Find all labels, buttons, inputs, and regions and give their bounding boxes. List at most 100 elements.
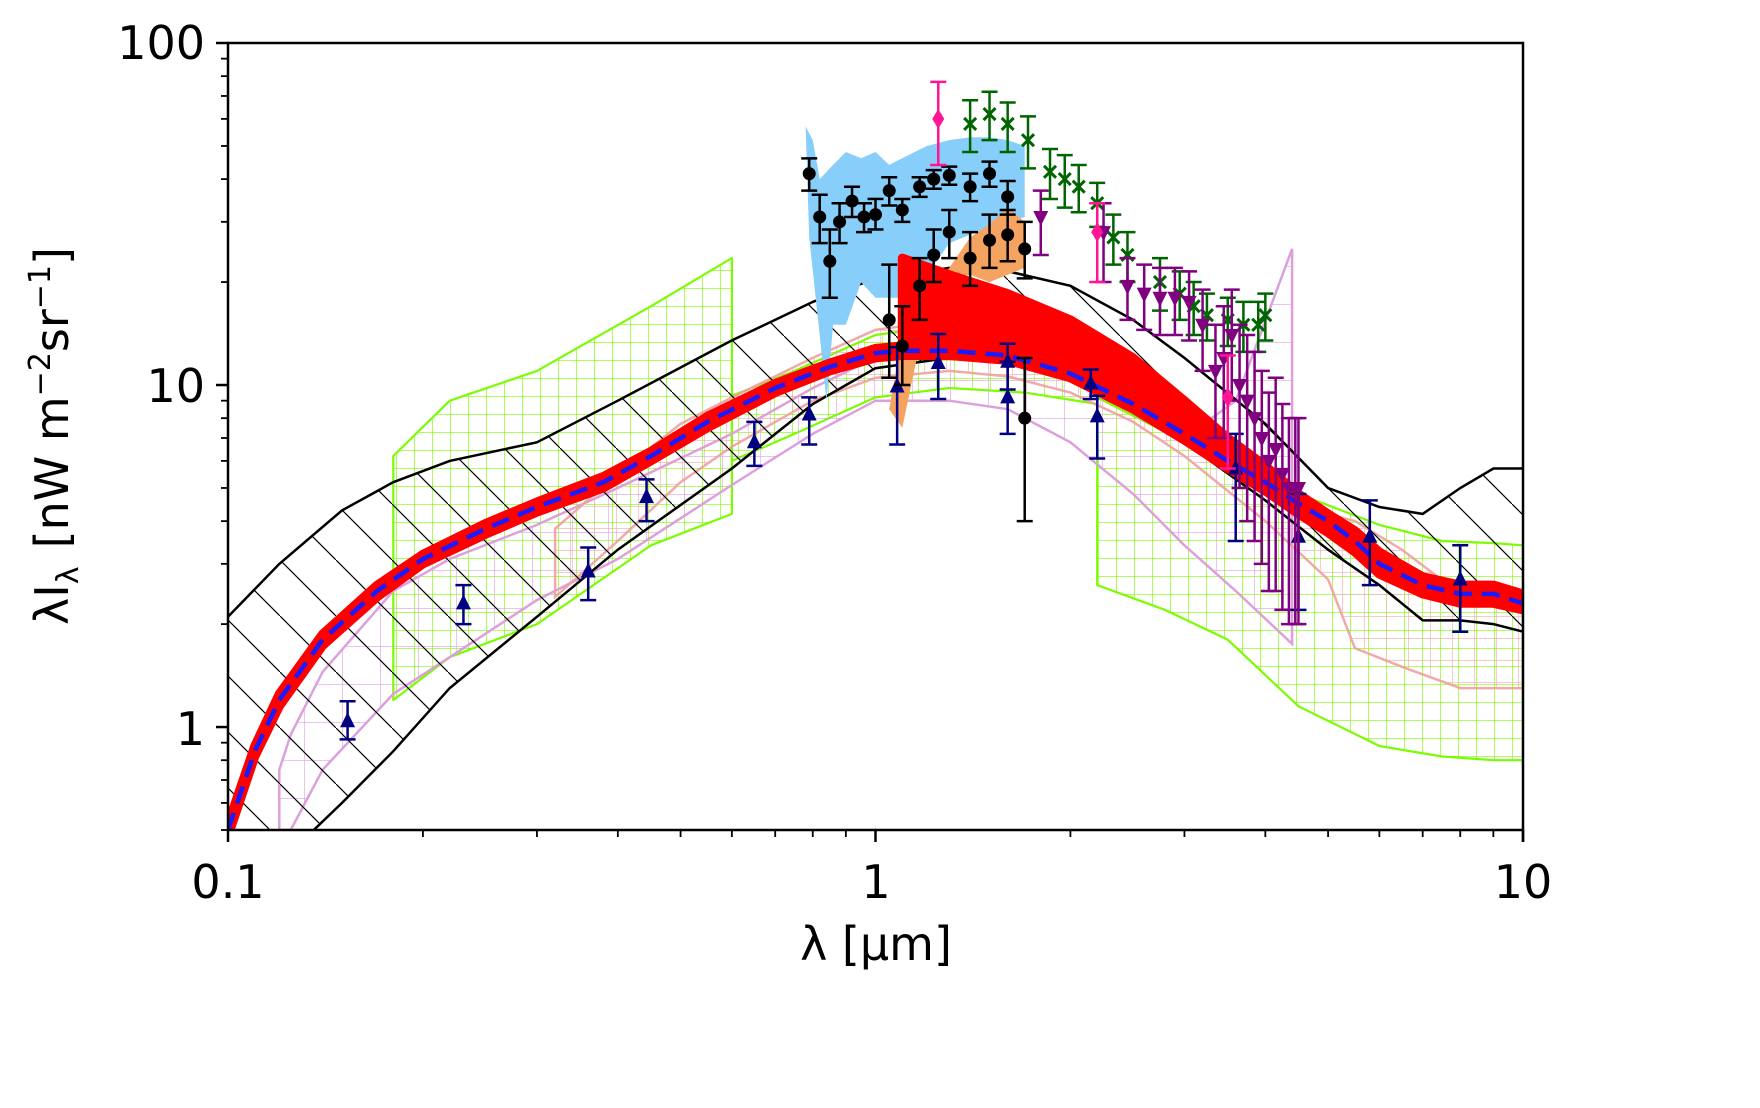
green-cross-marker [963,116,978,131]
green-cross-marker [1057,172,1072,187]
black-circle-marker [833,215,847,229]
green-cross-point [1105,213,1122,266]
black-circle-point [1016,220,1033,280]
black-circle-point [962,172,979,203]
axis-ticks [216,41,1525,842]
green-cross-marker [1258,308,1273,323]
y-label-close: ] [25,247,79,265]
green-cross-marker [1251,317,1266,332]
black-circle-point [911,176,928,199]
navy-triangle-point [638,478,655,523]
orange-region [889,207,1025,428]
navy-triangle-point [455,583,472,626]
black-circle-marker [913,279,927,293]
purple-down-triangle-marker [1254,432,1270,448]
black-circle-marker [823,254,837,268]
navy-triangle-point [1452,544,1469,633]
black-circle-point [881,263,898,380]
purple-down-triangle-point [1267,376,1284,593]
y-label-units: [nW m [25,396,79,548]
navy-triangle-marker [746,433,762,449]
purple-down-triangle-point [1253,369,1270,566]
x-axis-label: λ [μm] [800,917,952,971]
black-circle-marker [963,251,977,265]
black-circle-point [831,201,848,245]
black-circle-point [962,230,979,288]
black-circle-marker [983,233,997,247]
purple-down-triangle-point [1151,266,1168,337]
y-label-exp2: −1 [23,265,58,309]
purple-down-triangle-point [1231,323,1248,490]
purple-down-triangle-marker [1239,394,1255,410]
purple-down-triangle-point [1136,263,1153,332]
purple-down-triangle-point [1119,256,1136,322]
purple-down-triangle-point [1246,350,1263,543]
black-circle-point [894,197,911,224]
green-cross-point [1257,292,1274,342]
navy-triangle-point [1089,394,1106,460]
black-circle-marker [1018,411,1032,425]
black-circle-marker [1001,190,1015,204]
green-cross-point [999,101,1016,154]
green-cross-marker [1020,133,1036,148]
svg-text:λIλ[nW m−2sr−1]: λIλ [nW m−2sr−1] [23,247,86,625]
purple-down-triangle-marker [1224,329,1240,345]
purple-down-triangle-marker [1195,318,1211,334]
navy-triangle-marker [340,712,356,728]
navy-triangle-point [930,332,947,401]
black-circle-marker [895,339,909,353]
navy-triangle-marker [1000,352,1016,368]
black-circle-point [941,165,958,187]
green-cross-point [1235,300,1252,354]
navy-triangle-marker [1452,570,1468,586]
model-median-line [228,348,1523,830]
purple-down-triangle-point [1032,189,1049,257]
y-label-exp1: −2 [23,352,58,396]
purple-down-triangle-marker [1247,412,1263,428]
black-circle-point [1016,356,1033,523]
pink-diamond-point [930,80,947,167]
black-circle-point [925,228,942,284]
y-label-main: λI [25,584,79,625]
black-circle-point [821,228,838,299]
black-circle-marker [882,184,896,198]
purple-down-triangle-marker [1261,454,1277,470]
green-cross-marker [982,106,997,122]
navy-triangle-marker [1083,374,1099,390]
purple-down-triangle-point [1166,266,1183,337]
black-circle-point [911,256,928,322]
navy-triangle-point [801,396,818,446]
purple-down-triangle-point [1274,402,1291,612]
green-cross-marker [1000,116,1015,131]
purple-down-triangle-point [1290,416,1307,626]
black-circle-marker [845,194,859,208]
y-tick-label-1: 10 [146,359,205,413]
green-cross-point [981,90,998,142]
green-cross-marker [1106,230,1121,245]
black-circle-marker [1001,228,1015,242]
purple-down-triangle-marker [1119,279,1135,295]
pink-diamond-point [1219,354,1236,470]
black-circle-marker [813,210,827,224]
x-tick-label-1: 1 [861,855,890,909]
purple-down-triangle-marker [1033,210,1049,226]
navy-triangle-point [746,420,763,468]
green-cross-point [1020,115,1037,170]
black-circle-point [881,176,898,207]
y-label-sub: λ [51,566,86,584]
green-cross-marker [1042,164,1058,179]
purple-down-triangle-point [1181,270,1198,342]
green-cross-point [1042,147,1059,201]
model-band [228,253,1523,830]
green-cross-point [1056,153,1073,209]
purple-down-triangle-marker [1290,481,1306,497]
black-circle-point [981,160,998,188]
black-circle-point [925,168,942,190]
black-circle-marker [927,248,941,262]
pink-diamond-marker [1091,222,1104,243]
black-circle-marker [857,210,871,224]
black-circle-point [811,193,828,245]
navy-triangle-point [1361,499,1378,587]
y-tick-label-0: 1 [176,702,205,756]
